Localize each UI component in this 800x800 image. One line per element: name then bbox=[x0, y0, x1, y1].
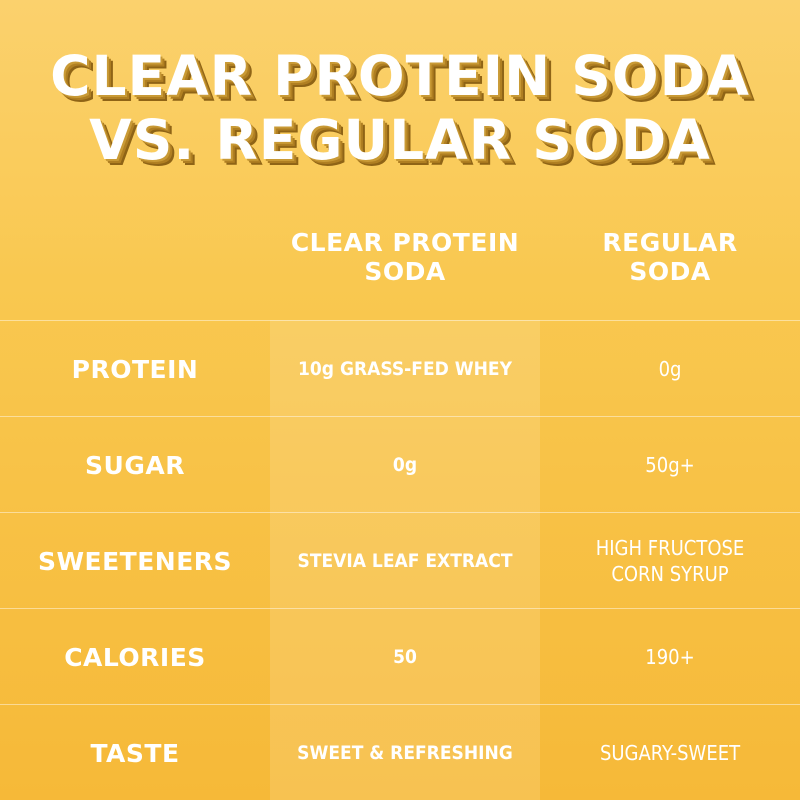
clear-soda-value: 0g bbox=[392, 454, 418, 476]
title-line-1: CLEAR PROTEIN SODA bbox=[50, 44, 750, 108]
table-row-sweeteners: SWEETENERS STEVIA LEAF EXTRACT HIGH FRUC… bbox=[0, 512, 800, 608]
column-header-clear-line-1: CLEAR PROTEIN bbox=[290, 228, 520, 257]
clear-soda-value: 50 bbox=[393, 646, 417, 668]
comparison-table: PROTEIN 10g GRASS-FED WHEY 0g SUGAR 0g 5… bbox=[0, 320, 800, 800]
table-row-sugar: SUGAR 0g 50g+ bbox=[0, 416, 800, 512]
page-title: CLEAR PROTEIN SODA VS. REGULAR SODA bbox=[0, 44, 800, 172]
table-row-protein: PROTEIN 10g GRASS-FED WHEY 0g bbox=[0, 320, 800, 416]
clear-soda-value: SWEET & REFRESHING bbox=[297, 742, 513, 764]
column-header-clear-line-2: SODA bbox=[364, 257, 446, 286]
regular-soda-value: HIGH FRUCTOSE CORN SYRUP bbox=[595, 536, 745, 586]
table-row-calories: CALORIES 50 190+ bbox=[0, 608, 800, 704]
row-label: CALORIES bbox=[64, 642, 206, 672]
regular-soda-value: 190+ bbox=[645, 645, 695, 669]
clear-soda-value: STEVIA LEAF EXTRACT bbox=[297, 550, 513, 572]
column-header-regular-soda: REGULAR SODA bbox=[540, 228, 800, 286]
table-row-taste: TASTE SWEET & REFRESHING SUGARY-SWEET bbox=[0, 704, 800, 800]
row-label: PROTEIN bbox=[71, 354, 199, 384]
row-label: TASTE bbox=[90, 738, 180, 768]
row-label: SWEETENERS bbox=[37, 546, 233, 576]
title-line-2: VS. REGULAR SODA bbox=[89, 108, 711, 172]
column-header-regular-line-1: REGULAR bbox=[602, 228, 738, 257]
regular-soda-value: 0g bbox=[658, 357, 682, 381]
column-header-clear-protein-soda: CLEAR PROTEIN SODA bbox=[270, 228, 540, 286]
regular-soda-value: 50g+ bbox=[645, 453, 695, 477]
clear-soda-value: 10g GRASS-FED WHEY bbox=[298, 358, 512, 380]
row-label: SUGAR bbox=[85, 450, 185, 480]
clear-soda-column-highlight bbox=[270, 320, 540, 800]
regular-soda-value: SUGARY-SWEET bbox=[599, 741, 741, 765]
column-header-regular-line-2: SODA bbox=[629, 257, 711, 286]
